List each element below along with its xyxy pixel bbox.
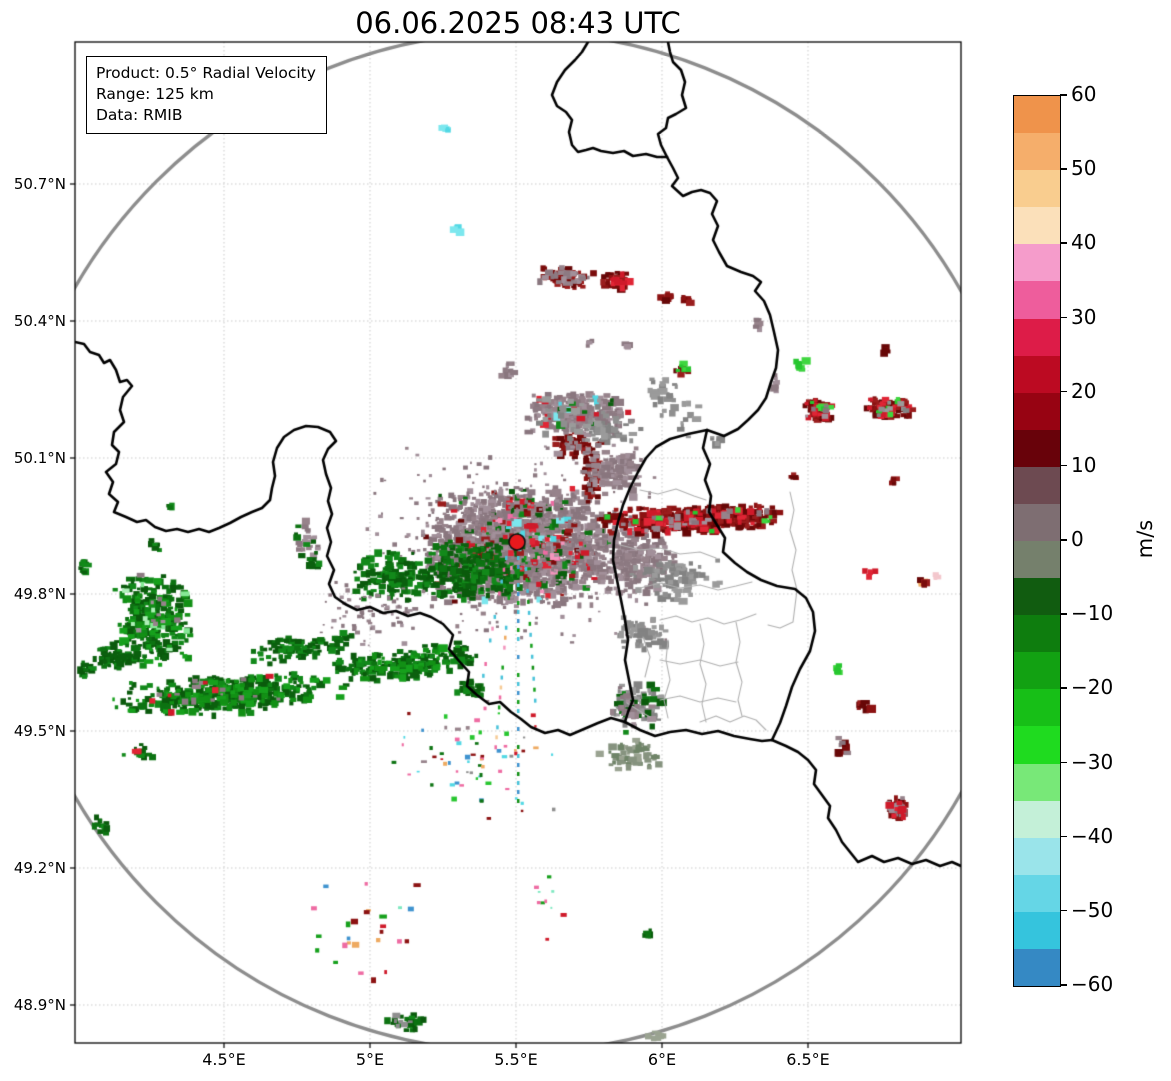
colorbar-tick-label: 0 — [1071, 527, 1084, 551]
colorbar-tick-mark — [1060, 168, 1067, 170]
colorbar-tick-mark — [1060, 687, 1067, 689]
product-line: Product: 0.5° Radial Velocity — [96, 64, 316, 82]
ytick-label: 49.8°N — [13, 585, 66, 603]
colorbar-segment — [1014, 133, 1060, 171]
colorbar-tick-mark — [1060, 390, 1067, 393]
colorbar-tick-mark — [1060, 94, 1067, 96]
colorbar-segment — [1014, 207, 1060, 245]
colorbar-tick-mark — [1060, 613, 1067, 615]
colorbar-unit-label: m/s — [1133, 519, 1157, 559]
colorbar-segment — [1014, 281, 1060, 319]
colorbar-segment — [1014, 96, 1060, 134]
ytick-label: 50.1°N — [13, 449, 66, 467]
colorbar-tick-mark — [1060, 316, 1067, 319]
colorbar-segment — [1014, 800, 1060, 839]
data-source-line: Data: RMIB — [96, 106, 183, 124]
colorbar-segment — [1014, 911, 1060, 950]
ytick-label: 49.5°N — [13, 722, 66, 740]
colorbar-segment — [1014, 726, 1060, 764]
colorbar-tick-label: 10 — [1071, 452, 1097, 477]
colorbar-segment — [1014, 578, 1060, 616]
xtick-label: 5°E — [355, 1050, 385, 1069]
colorbar-tick-label: −50 — [1071, 897, 1114, 922]
colorbar-tick-label: −40 — [1071, 823, 1114, 848]
colorbar-tick-mark — [1060, 909, 1067, 912]
colorbar-tick-mark — [1060, 464, 1067, 467]
colorbar-tick-label: 50 — [1071, 156, 1097, 181]
colorbar-tick-mark — [1060, 984, 1067, 986]
colorbar-segment — [1014, 837, 1060, 876]
colorbar-segment — [1014, 763, 1060, 802]
colorbar-segment — [1014, 429, 1060, 468]
colorbar-segment — [1014, 170, 1060, 208]
colorbar-segment — [1014, 541, 1060, 579]
colorbar-segment — [1014, 503, 1060, 542]
colorbar-tick-mark — [1060, 761, 1067, 764]
xtick-label: 6°E — [647, 1050, 677, 1069]
colorbar-tick-mark — [1060, 539, 1067, 541]
colorbar-segment — [1014, 948, 1060, 987]
ytick-label: 50.4°N — [13, 312, 66, 330]
colorbar-segment — [1014, 874, 1060, 913]
colorbar-segment — [1014, 652, 1060, 690]
colorbar-segment — [1014, 318, 1060, 357]
colorbar-segment — [1014, 244, 1060, 282]
xtick-label: 4.5°E — [202, 1050, 246, 1069]
colorbar-segment — [1014, 392, 1060, 431]
figure-title: 06.06.2025 08:43 UTC — [355, 6, 681, 40]
colorbar-tick-label: −60 — [1071, 972, 1114, 996]
ytick-label: 48.9°N — [13, 996, 66, 1014]
range-line: Range: 125 km — [96, 85, 214, 103]
xtick-label: 5.5°E — [494, 1050, 538, 1069]
colorbar-segment — [1014, 689, 1060, 727]
colorbar-tick-label: −20 — [1071, 675, 1114, 700]
colorbar-tick-label: 40 — [1071, 230, 1097, 255]
colorbar-segment — [1014, 355, 1060, 394]
colorbar-tick-label: −30 — [1071, 749, 1114, 774]
colorbar-segment — [1014, 466, 1060, 505]
colorbar-segment — [1014, 615, 1060, 653]
colorbar-tick-label: 20 — [1071, 378, 1097, 403]
colorbar-tick-label: 30 — [1071, 304, 1097, 329]
colorbar-tick-mark — [1060, 835, 1067, 838]
colorbar-tick-label: 60 — [1071, 82, 1097, 106]
ytick-label: 50.7°N — [13, 175, 66, 193]
colorbar-tick-label: −10 — [1071, 601, 1114, 626]
product-info-box: Product: 0.5° Radial Velocity Range: 125… — [86, 56, 327, 134]
velocity-colorbar — [1013, 95, 1061, 987]
xtick-label: 6.5°E — [786, 1050, 830, 1069]
colorbar-tick-mark — [1060, 242, 1067, 244]
ytick-label: 49.2°N — [13, 859, 66, 877]
